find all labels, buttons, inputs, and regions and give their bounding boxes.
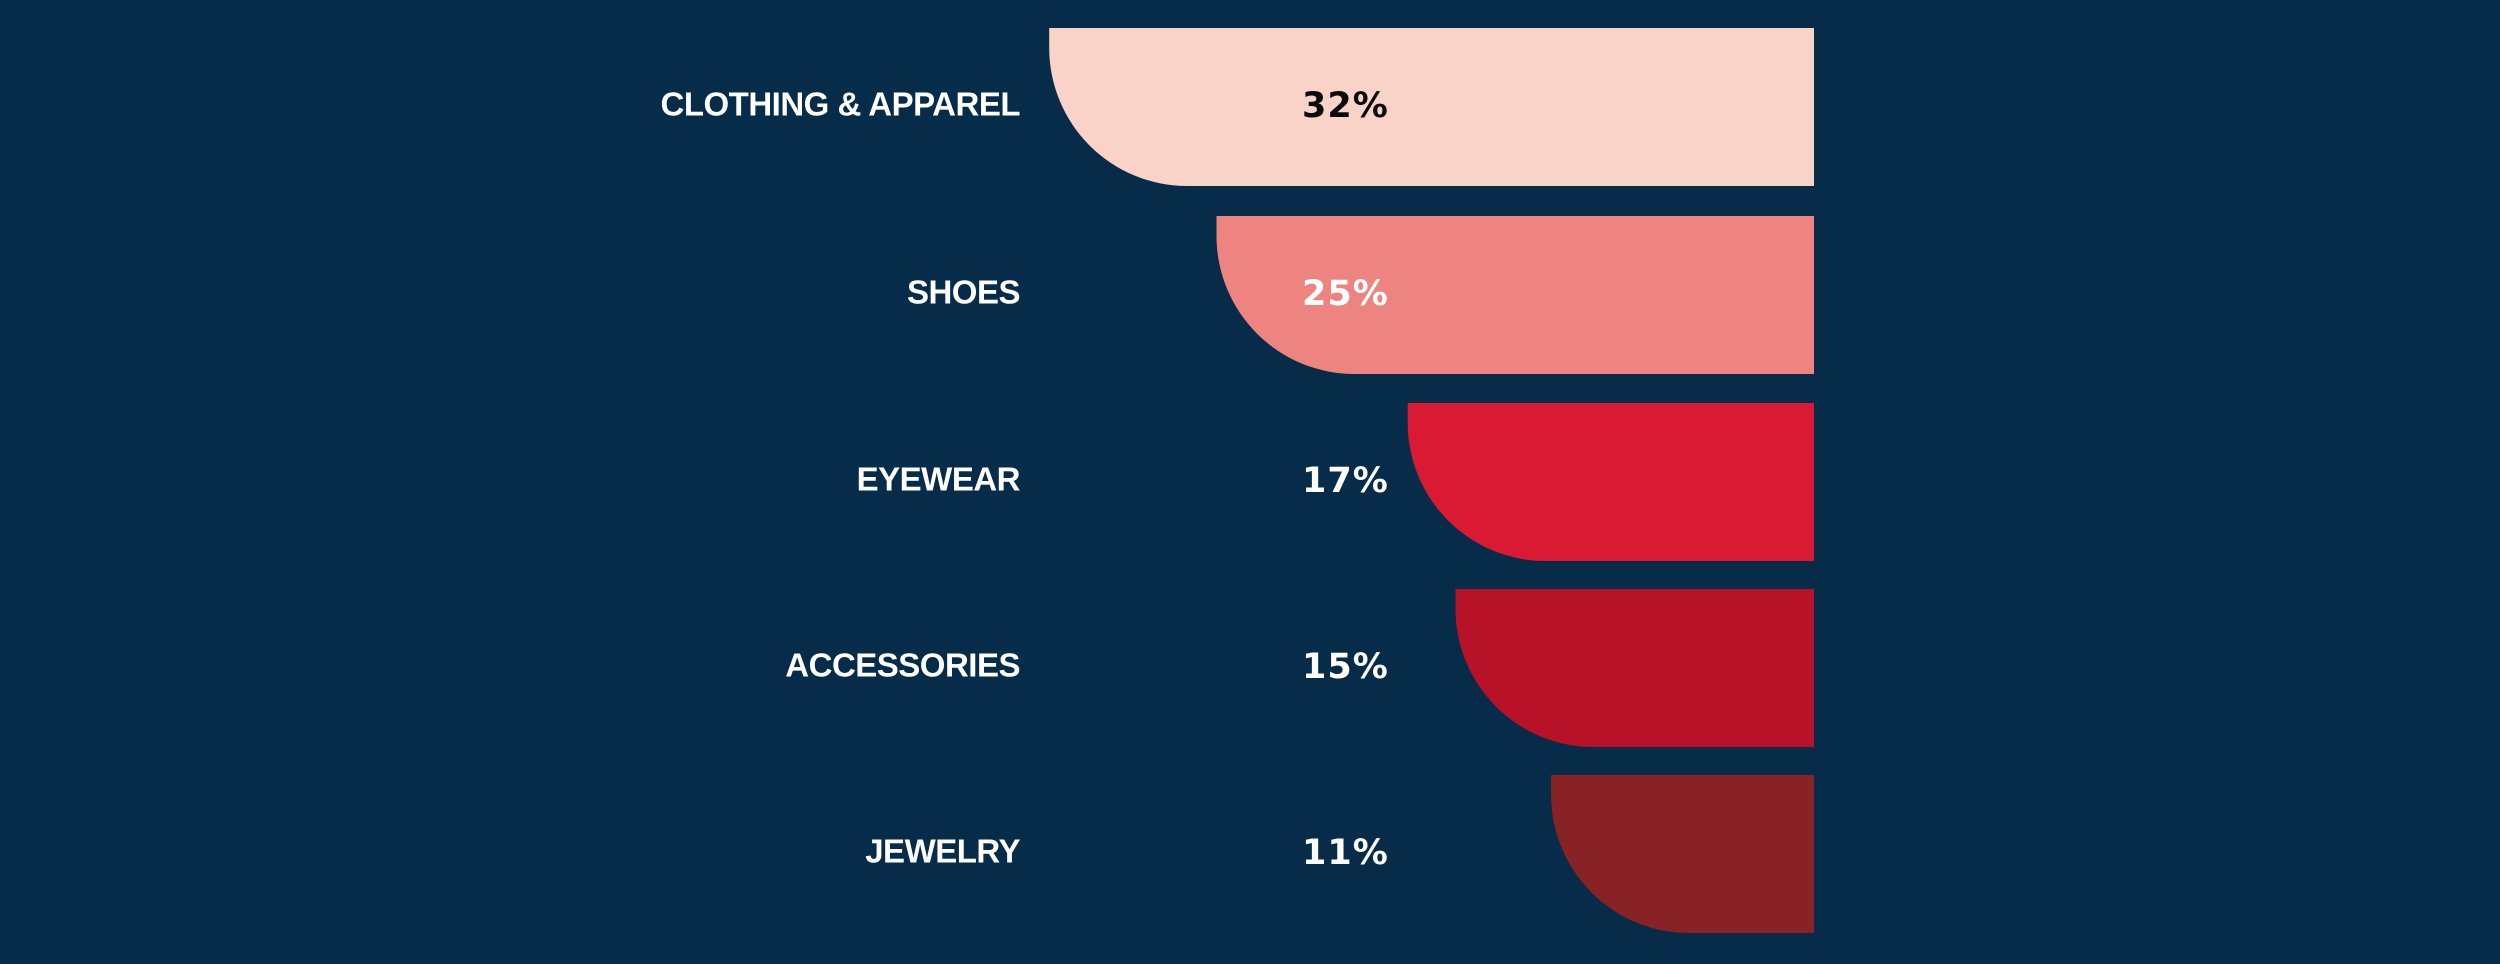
labels-group: CLOTHING & APPAREL 32% SHOES 25% EYEWEAR 17% A… [661,86,1389,873]
value-label-1: 25% [1302,274,1389,314]
category-label-0: CLOTHING & APPAREL [661,86,1021,123]
value-label-2: 17% [1302,461,1389,501]
bar-3 [1455,589,1814,747]
bar-0 [1049,28,1814,186]
bar-1 [1216,216,1814,374]
bar-4 [1551,775,1814,933]
value-label-0: 32% [1302,86,1389,126]
bar-2 [1407,403,1814,561]
category-label-2: EYEWEAR [857,461,1021,498]
category-label-4: JEWELRY [865,833,1020,870]
value-label-3: 15% [1302,647,1389,687]
category-label-1: SHOES [907,274,1020,311]
category-label-3: ACCESSORIES [785,647,1020,684]
bars-group [1049,28,1814,933]
value-label-4: 11% [1302,833,1389,873]
